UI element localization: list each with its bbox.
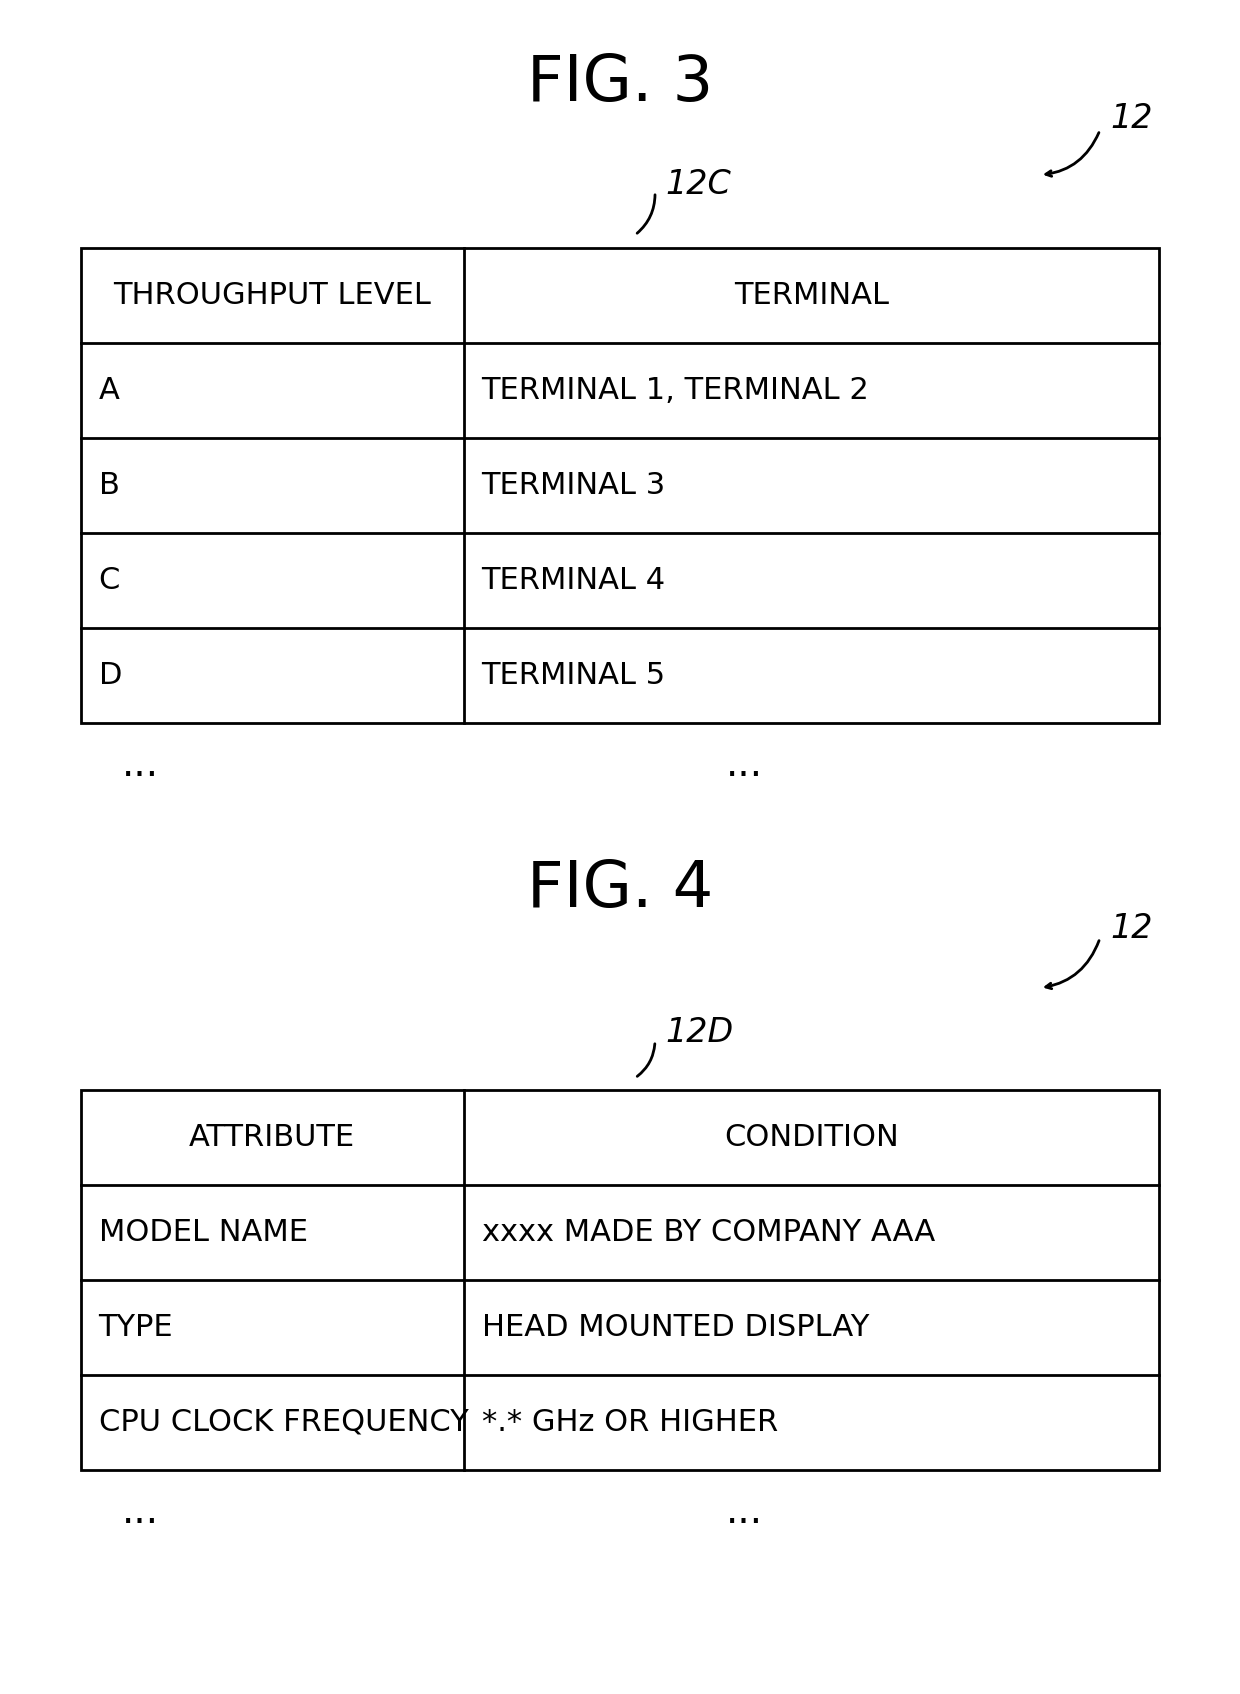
Text: ...: ... — [725, 1492, 763, 1531]
Text: TERMINAL 5: TERMINAL 5 — [481, 661, 666, 689]
Text: TYPE: TYPE — [99, 1313, 174, 1342]
Bar — [81, 1089, 1159, 1470]
Bar — [81, 247, 1159, 723]
Text: B: B — [99, 471, 119, 500]
Text: TERMINAL 3: TERMINAL 3 — [481, 471, 666, 500]
Text: FIG. 4: FIG. 4 — [527, 857, 713, 920]
Text: 12C: 12C — [665, 168, 730, 202]
Text: 12D: 12D — [665, 1016, 733, 1050]
Text: HEAD MOUNTED DISPLAY: HEAD MOUNTED DISPLAY — [481, 1313, 869, 1342]
Text: FIG. 3: FIG. 3 — [527, 53, 713, 113]
Text: ...: ... — [122, 745, 159, 784]
Text: *.* GHz OR HIGHER: *.* GHz OR HIGHER — [481, 1408, 777, 1437]
Text: 12: 12 — [1110, 911, 1152, 945]
Text: xxxx MADE BY COMPANY AAA: xxxx MADE BY COMPANY AAA — [481, 1218, 935, 1247]
Text: TERMINAL 1, TERMINAL 2: TERMINAL 1, TERMINAL 2 — [481, 376, 869, 405]
Text: MODEL NAME: MODEL NAME — [99, 1218, 308, 1247]
Text: ...: ... — [725, 745, 763, 784]
Text: 12: 12 — [1110, 102, 1152, 134]
Text: THROUGHPUT LEVEL: THROUGHPUT LEVEL — [113, 281, 432, 310]
Text: D: D — [99, 661, 122, 689]
Text: ...: ... — [122, 1492, 159, 1531]
Text: ATTRIBUTE: ATTRIBUTE — [188, 1123, 355, 1152]
Text: TERMINAL: TERMINAL — [734, 281, 889, 310]
Text: CONDITION: CONDITION — [724, 1123, 899, 1152]
Text: TERMINAL 4: TERMINAL 4 — [481, 566, 666, 595]
Text: CPU CLOCK FREQUENCY: CPU CLOCK FREQUENCY — [99, 1408, 469, 1437]
Text: C: C — [99, 566, 120, 595]
Text: A: A — [99, 376, 119, 405]
